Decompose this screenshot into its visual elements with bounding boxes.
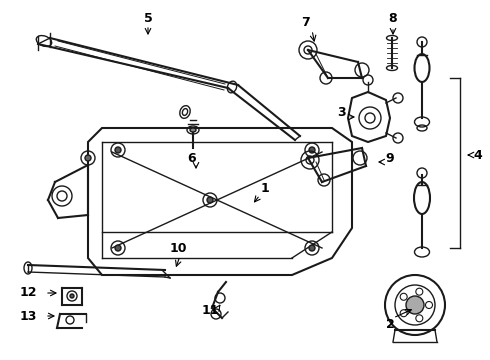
Text: 13: 13: [19, 310, 37, 323]
Text: 6: 6: [188, 152, 196, 165]
Text: 9: 9: [386, 152, 394, 165]
Circle shape: [85, 155, 91, 161]
Circle shape: [309, 147, 315, 153]
Circle shape: [115, 245, 121, 251]
Ellipse shape: [190, 128, 196, 132]
Text: 7: 7: [301, 15, 309, 28]
Text: 5: 5: [144, 12, 152, 24]
Text: 3: 3: [338, 105, 346, 118]
Circle shape: [207, 197, 213, 203]
Text: 8: 8: [389, 12, 397, 24]
Text: 4: 4: [474, 149, 482, 162]
Text: 11: 11: [201, 303, 219, 316]
Circle shape: [309, 245, 315, 251]
Circle shape: [115, 147, 121, 153]
Circle shape: [70, 294, 74, 298]
Text: 1: 1: [261, 181, 270, 194]
Circle shape: [406, 296, 424, 314]
Text: 12: 12: [19, 287, 37, 300]
Text: 2: 2: [386, 319, 394, 332]
Text: 10: 10: [169, 242, 187, 255]
